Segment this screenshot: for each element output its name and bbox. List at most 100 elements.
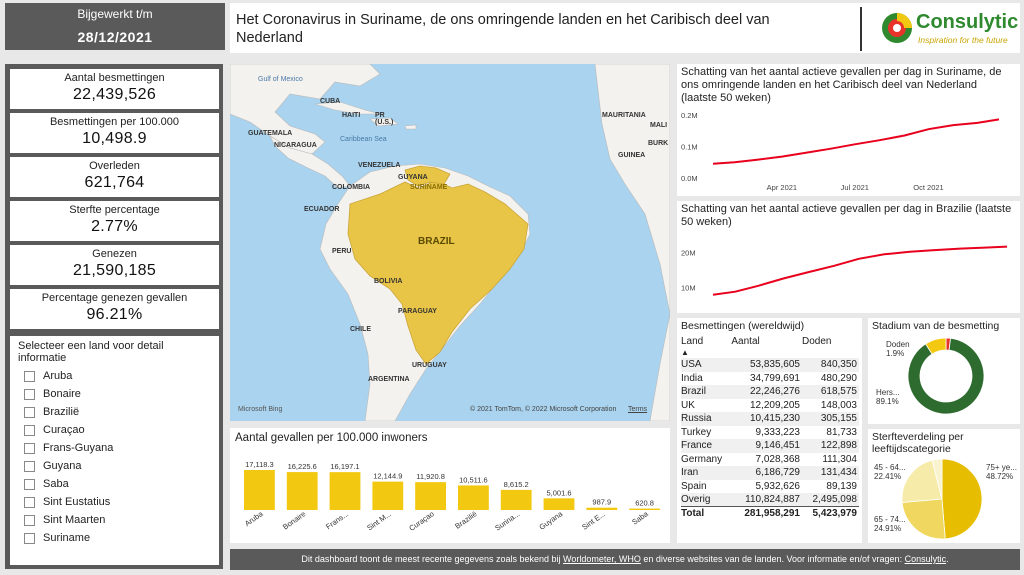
- worldometer-link[interactable]: Worldometer, WHO: [563, 554, 641, 564]
- table-row[interactable]: Spain 5,932,626 89,139: [681, 480, 859, 494]
- map-label-guatemala: GUATEMALA: [248, 130, 293, 137]
- donut-age-panel: Sterfteverdeling per leeftijdscategorie …: [868, 429, 1020, 543]
- table-row[interactable]: Russia 10,415,230 305,155: [681, 412, 859, 426]
- donut-status-label-hers: Hers... 89.1%: [876, 388, 900, 406]
- donut-slice[interactable]: [925, 338, 947, 355]
- map-label-colombia: COLOMBIA: [332, 184, 371, 191]
- kpi-label: Besmettingen per 100.000: [49, 116, 180, 128]
- checkbox[interactable]: [24, 388, 35, 400]
- table-cell: Germany: [681, 453, 723, 465]
- checkbox[interactable]: [24, 370, 35, 382]
- table-cell: Brazil: [681, 385, 732, 399]
- slicer-item-brazilie[interactable]: Brazilië: [24, 406, 79, 424]
- slicer-title: Selecteer een land voor detail informati…: [18, 340, 164, 364]
- kpi-card-overleden: Overleden 621,764: [10, 157, 219, 197]
- bar[interactable]: [286, 472, 318, 510]
- kpi-label: Sterfte percentage: [69, 204, 160, 216]
- map-terms-link[interactable]: Terms: [628, 406, 648, 413]
- world-table: Land ▲ Aantal Doden USA 53,835,605 840,350 I…: [681, 336, 859, 520]
- donut-slice[interactable]: [902, 459, 943, 503]
- donut-slice[interactable]: [941, 459, 983, 540]
- slicer-item-saba[interactable]: Saba: [24, 478, 69, 496]
- table-row[interactable]: UK 12,209,205 148,003: [681, 399, 859, 413]
- donut-slice[interactable]: [931, 459, 943, 500]
- checkbox[interactable]: [24, 442, 35, 454]
- table-cell: India: [681, 372, 703, 384]
- table-row[interactable]: Turkey 9,333,223 81,733: [681, 426, 859, 440]
- checkbox[interactable]: [24, 406, 35, 418]
- bar[interactable]: [329, 472, 361, 510]
- map-attribution: © 2021 TomTom, © 2022 Microsoft Corporat…: [470, 406, 617, 413]
- column-header-doden[interactable]: Doden: [802, 336, 832, 347]
- checkbox[interactable]: [24, 460, 35, 472]
- table-cell: 34,799,691: [749, 372, 800, 384]
- map-view[interactable]: Gulf of Mexico CUBA HAITI PR (U.S.) Cari…: [230, 64, 670, 421]
- bar[interactable]: [586, 507, 618, 510]
- map-canvas[interactable]: [230, 64, 670, 421]
- table-row[interactable]: India 34,799,691 480,290: [681, 372, 859, 386]
- checkbox[interactable]: [24, 514, 35, 526]
- table-row[interactable]: Overig 110,824,887 2,495,098: [681, 493, 859, 507]
- checkbox[interactable]: [24, 478, 35, 490]
- slicer-item-bonaire[interactable]: Bonaire: [24, 388, 81, 406]
- checkbox[interactable]: [24, 424, 35, 436]
- table-cell: 22,246,276: [731, 385, 802, 399]
- bar[interactable]: [629, 508, 661, 510]
- checkbox[interactable]: [24, 496, 35, 508]
- bar-value-label: 987.9: [592, 498, 611, 507]
- line-chart-brazil: 10M 20M: [681, 245, 1008, 296]
- table-row[interactable]: Germany 7,028,368 111,304: [681, 453, 859, 467]
- slicer-item-aruba[interactable]: Aruba: [24, 370, 72, 388]
- slicer-item-sint-eustatius[interactable]: Sint Eustatius: [24, 496, 110, 514]
- table-row[interactable]: France 9,146,451 122,898: [681, 439, 859, 453]
- donut-status-chart: [908, 338, 985, 415]
- sort-asc-icon[interactable]: ▲: [681, 348, 689, 357]
- slicer-item-guyana[interactable]: Guyana: [24, 460, 82, 478]
- donut-slice[interactable]: [908, 338, 985, 415]
- map-label-guyana: GUYANA: [398, 174, 428, 181]
- table-cell: 12,209,205: [749, 399, 800, 411]
- table-row[interactable]: Iran 6,186,729 131,434: [681, 466, 859, 480]
- bar-chart-title: Aantal gevallen per 100.000 inwoners: [235, 432, 428, 444]
- table-cell: Russia: [681, 412, 732, 426]
- update-date: 28/12/2021: [77, 29, 153, 45]
- update-label: Bijgewerkt t/m: [77, 7, 153, 21]
- bar[interactable]: [415, 482, 447, 510]
- column-header-aantal[interactable]: Aantal: [731, 336, 760, 347]
- bar[interactable]: [500, 489, 532, 510]
- map-label-nicaragua: NICARAGUA: [274, 142, 317, 149]
- table-cell: 122,898: [802, 439, 859, 453]
- table-row[interactable]: Brazil 22,246,276 618,575: [681, 385, 859, 399]
- y-tick-label: 0.2M: [681, 111, 698, 120]
- bar[interactable]: [457, 485, 489, 510]
- map-label-argentina: ARGENTINA: [368, 376, 410, 383]
- slicer-item-curacao[interactable]: Curaçao: [24, 424, 85, 442]
- bar-value-label: 16,197.1: [330, 462, 359, 471]
- map-label-uruguay: URUGUAY: [412, 362, 447, 369]
- donut-status-label-doden: Doden 1.9%: [886, 340, 910, 358]
- kpi-label: Aantal besmettingen: [64, 72, 165, 84]
- bar-value-label: 10,511.6: [459, 475, 488, 484]
- table-cell: 6,186,729: [731, 466, 802, 480]
- map-label-caribbean: Caribbean Sea: [340, 136, 387, 143]
- footer-text: .: [946, 554, 949, 564]
- bar[interactable]: [543, 498, 575, 510]
- series-line[interactable]: [712, 118, 1000, 165]
- slicer-item-frans-guyana[interactable]: Frans-Guyana: [24, 442, 113, 460]
- bar-value-label: 8,615.2: [504, 480, 529, 489]
- bar-value-label: 620.8: [635, 499, 654, 508]
- slicer-item-suriname[interactable]: Suriname: [24, 532, 90, 550]
- slicer-item-sint-maarten[interactable]: Sint Maarten: [24, 514, 105, 532]
- series-line[interactable]: [712, 245, 1008, 296]
- table-cell: 53,835,605: [731, 358, 802, 372]
- page-title: Het Coronavirus in Suriname, de ons omri…: [236, 12, 770, 46]
- line-chart-title-region: Schatting van het aantal actieve gevalle…: [681, 66, 1002, 104]
- table-row[interactable]: USA 53,835,605 840,350: [681, 358, 859, 372]
- table-cell: 5,932,626: [755, 480, 801, 492]
- column-header-land[interactable]: Land ▲: [681, 336, 704, 357]
- consulytic-link[interactable]: Consulytic: [904, 554, 947, 564]
- bar[interactable]: [243, 470, 275, 510]
- checkbox[interactable]: [24, 532, 35, 544]
- bar[interactable]: [372, 481, 404, 510]
- donut-slice[interactable]: [902, 498, 946, 540]
